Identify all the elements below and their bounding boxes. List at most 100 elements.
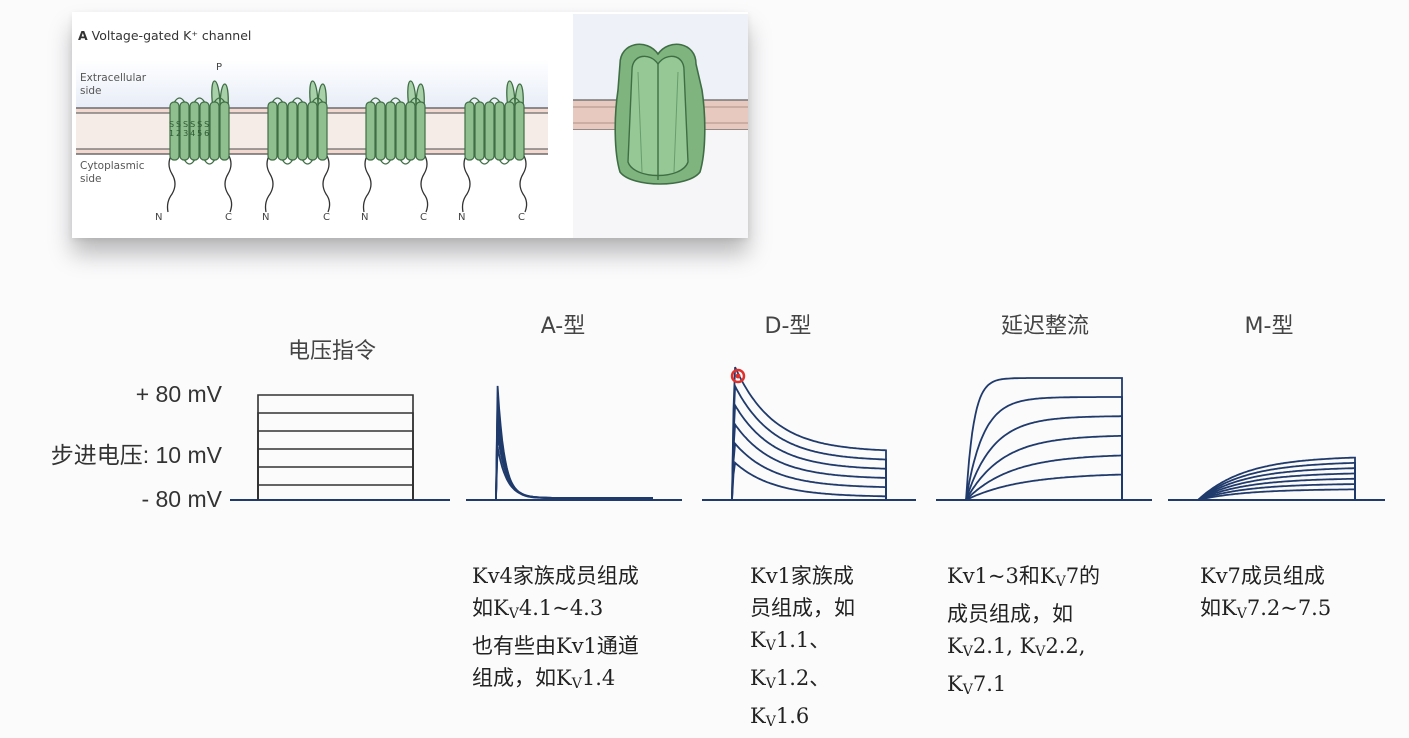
helix-linker bbox=[468, 97, 481, 103]
channel-topology-diagram bbox=[76, 14, 748, 238]
helix-linker bbox=[379, 159, 392, 165]
current-trace bbox=[1197, 472, 1356, 501]
subunit-2 bbox=[264, 80, 331, 213]
description-text: 1.6 bbox=[775, 704, 810, 728]
m-type-current-traces bbox=[1168, 456, 1385, 501]
description-line: Kv1家族成 bbox=[750, 560, 855, 592]
command-step bbox=[257, 484, 414, 500]
segment-label-top: S S S S S S bbox=[169, 120, 209, 129]
current-trace bbox=[495, 434, 653, 500]
d-type-current-traces bbox=[702, 366, 916, 501]
m-type-description: Kv7成员组成如KV7.2~7.5 bbox=[1200, 560, 1331, 630]
subscript: V bbox=[765, 676, 776, 692]
subunit-4 bbox=[461, 80, 528, 213]
helix-linker bbox=[399, 159, 412, 165]
helix-linker bbox=[271, 97, 284, 103]
description-text: K bbox=[947, 634, 963, 658]
command-step bbox=[257, 412, 414, 500]
delayed-rectifier-description: Kv1~3和KV7的 成员组成，如 KV2.1, KV2.2, KV7.1 bbox=[947, 560, 1100, 706]
description-line: KV7.1 bbox=[947, 668, 1100, 706]
subscript: V bbox=[765, 638, 776, 654]
description-text: Kv4家族成员组成 bbox=[472, 564, 639, 588]
description-text: Kv1家族成 bbox=[750, 564, 854, 588]
current-trace bbox=[965, 454, 1123, 501]
c-terminus-label-4: C bbox=[518, 212, 525, 223]
extracellular-side-label: Extracellular side bbox=[80, 72, 146, 98]
description-line: Kv1~3和KV7的 bbox=[947, 560, 1100, 598]
a-type-current-traces bbox=[466, 385, 682, 501]
description-text: 4.1~4.3 bbox=[518, 596, 604, 620]
cytoplasmic-label-line1: Cytoplasmic bbox=[80, 160, 145, 172]
d-type-description: Kv1家族成 员组成，如 KV1.1、 KV1.2、 KV1.6 bbox=[750, 560, 855, 738]
voltage-command-protocol bbox=[230, 394, 450, 501]
description-text: 7.1 bbox=[972, 672, 1007, 696]
description-text: 1.1、 bbox=[775, 628, 831, 652]
description-text: 1.2、 bbox=[775, 666, 831, 690]
helix-linker bbox=[478, 159, 491, 165]
segment-label-bottom: 1 2 3 4 5 6 bbox=[169, 129, 209, 138]
description-text: 也有些由Kv1通道 bbox=[472, 634, 639, 658]
pointer-highlight bbox=[730, 368, 746, 384]
n-terminus-label-3: N bbox=[361, 212, 369, 223]
description-line: 如KV7.2~7.5 bbox=[1200, 592, 1331, 630]
description-line: Kv7成员组成 bbox=[1200, 560, 1331, 592]
description-text: K bbox=[750, 704, 766, 728]
n-terminal-tail bbox=[461, 153, 471, 213]
assembled-channel-illustration bbox=[573, 14, 748, 238]
subscript: V bbox=[1055, 574, 1066, 590]
current-trace bbox=[731, 441, 887, 501]
helix-linker bbox=[183, 159, 196, 165]
c-terminus-label-3: C bbox=[420, 212, 427, 223]
current-trace bbox=[731, 421, 887, 501]
minus-80mv-label: - 80 mV bbox=[141, 486, 222, 512]
helix-linker bbox=[508, 97, 521, 103]
helix-linker bbox=[389, 97, 402, 103]
m-type-title: M-型 bbox=[1244, 314, 1294, 339]
subunit-group bbox=[166, 80, 528, 213]
current-trace bbox=[731, 402, 887, 501]
current-trace bbox=[965, 415, 1123, 501]
current-trace bbox=[495, 397, 653, 500]
description-text: 7.2~7.5 bbox=[1246, 596, 1332, 620]
current-trace bbox=[731, 460, 887, 501]
description-line: KV2.1, KV2.2, bbox=[947, 630, 1100, 668]
description-line: KV1.1、 bbox=[750, 624, 855, 662]
helix-linker bbox=[193, 97, 206, 103]
current-trace bbox=[495, 385, 653, 500]
helix-linker bbox=[498, 159, 511, 165]
c-terminus-label-2: C bbox=[323, 212, 330, 223]
description-line: 员组成，如 bbox=[750, 592, 855, 624]
c-terminal-tail bbox=[322, 153, 331, 213]
helix-linker bbox=[488, 97, 501, 103]
description-text: 7的 bbox=[1065, 564, 1101, 588]
description-line: KV1.2、 bbox=[750, 662, 855, 700]
description-line: 组成，如KV1.4 bbox=[472, 662, 639, 700]
n-terminus-label-4: N bbox=[458, 212, 466, 223]
description-text: 如K bbox=[1200, 596, 1237, 620]
c-terminal-tail bbox=[519, 153, 528, 213]
description-line: Kv4家族成员组成 bbox=[472, 560, 639, 592]
panel-title: A Voltage-gated K⁺ channel bbox=[78, 28, 251, 43]
panel-letter: A bbox=[78, 28, 88, 43]
subscript: V bbox=[765, 714, 776, 730]
current-trace bbox=[731, 382, 887, 501]
description-text: Kv7成员组成 bbox=[1200, 564, 1325, 588]
description-line: KV1.6 bbox=[750, 700, 855, 738]
subunit-3 bbox=[362, 80, 429, 213]
current-trace bbox=[1197, 477, 1356, 501]
helix-linker bbox=[409, 97, 422, 103]
plus-80mv-label: + 80 mV bbox=[135, 381, 222, 407]
subscript: V bbox=[1035, 644, 1046, 660]
description-line: 也有些由Kv1通道 bbox=[472, 630, 639, 662]
n-terminal-tail bbox=[264, 153, 274, 213]
current-trace bbox=[1197, 462, 1356, 501]
n-terminal-tail bbox=[166, 153, 176, 213]
description-text: 1.4 bbox=[581, 666, 616, 690]
pointer-highlight-dot bbox=[735, 373, 741, 379]
current-trace bbox=[1197, 483, 1356, 501]
current-trace bbox=[495, 421, 653, 500]
current-trace bbox=[1197, 488, 1356, 501]
description-text: 如K bbox=[472, 596, 509, 620]
description-text: 员组成，如 bbox=[750, 596, 855, 620]
